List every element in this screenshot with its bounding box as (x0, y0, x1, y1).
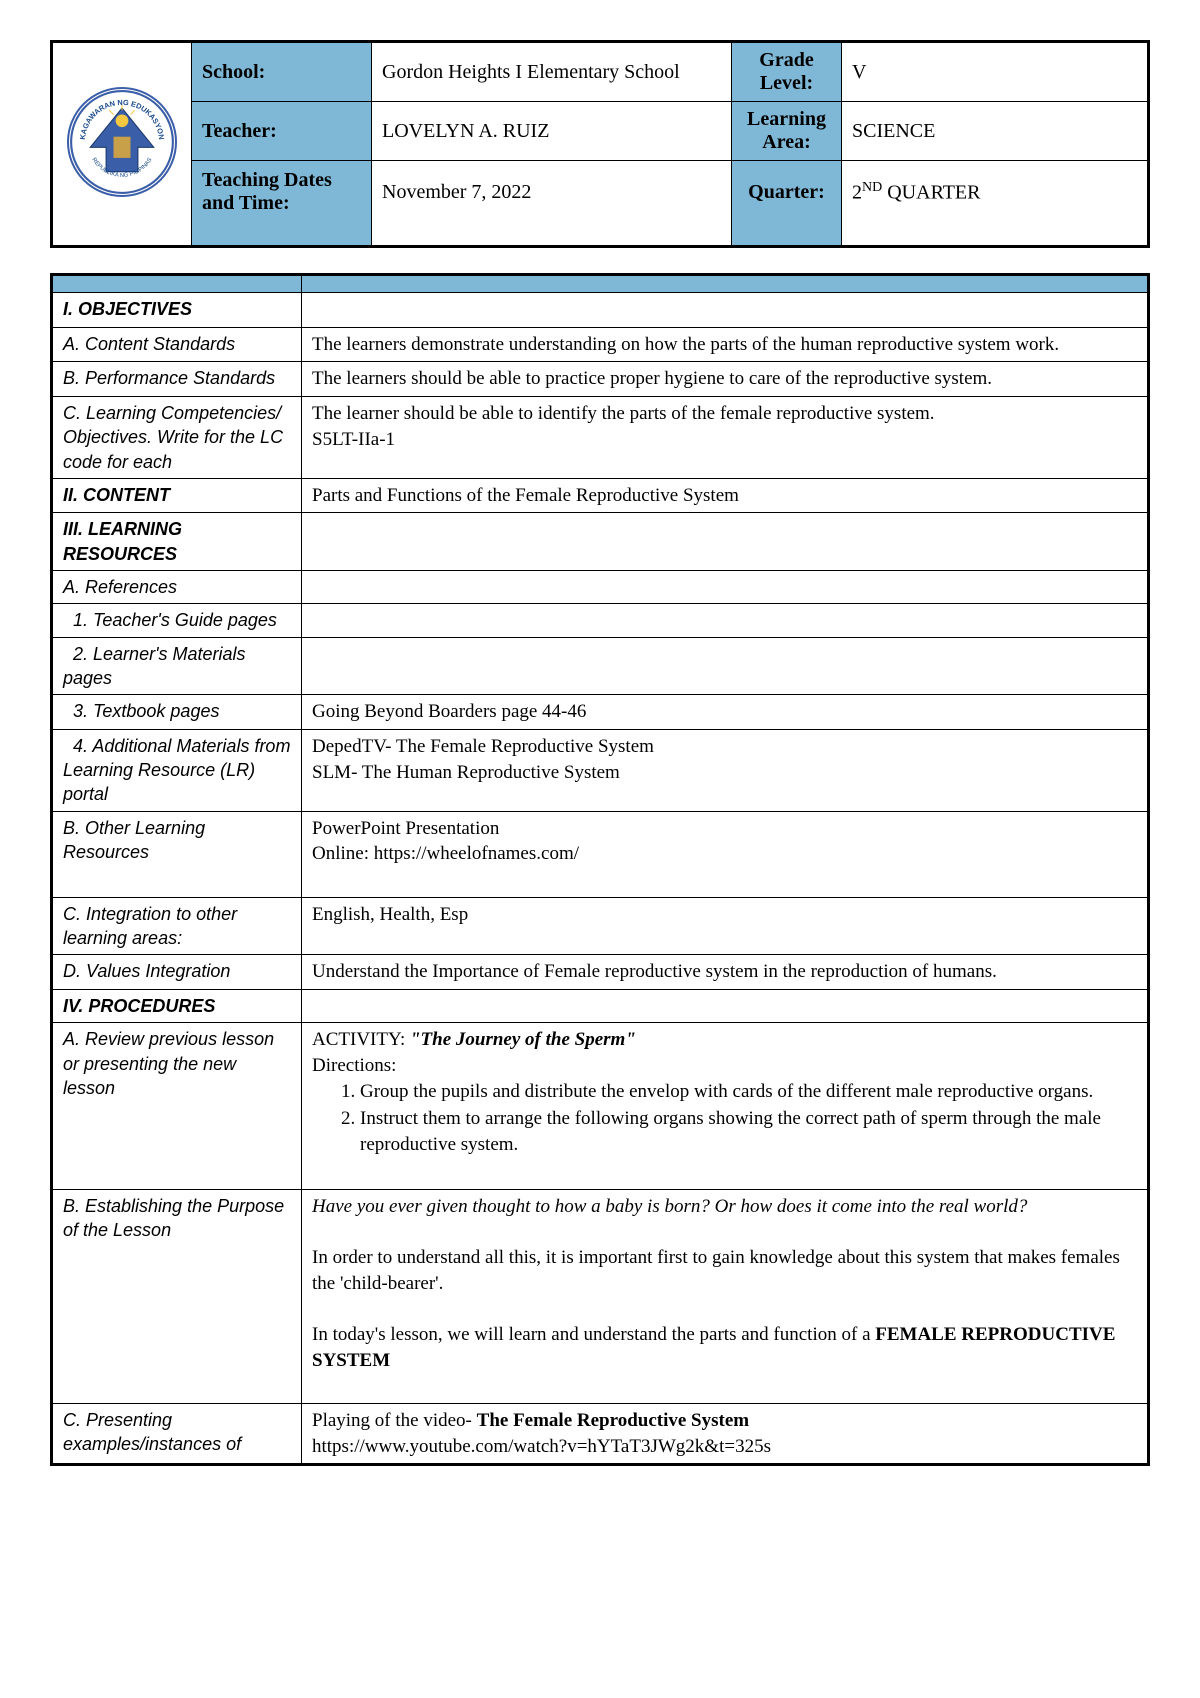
competencies-value: The learner should be able to identify t… (302, 396, 1149, 478)
other-line1: PowerPoint Presentation (312, 816, 1137, 842)
lesson-plan-main-table: I. OBJECTIVES A. Content Standards The l… (50, 273, 1150, 1466)
lesson-plan-header-table: KAGAWARAN NG EDUKASYON REPUBLIKA NG PILI… (50, 40, 1150, 248)
school-label: School: (192, 42, 372, 102)
integration-label: C. Integration to other learning areas: (52, 897, 302, 955)
other-line2: Online: https://wheelofnames.com/ (312, 841, 1137, 867)
present-content: Playing of the video- The Female Reprodu… (302, 1404, 1149, 1465)
review-label: A. Review previous lesson or presenting … (52, 1023, 302, 1190)
school-value: Gordon Heights I Elementary School (372, 42, 732, 102)
blue-header-row (52, 275, 1149, 293)
review-content: ACTIVITY: "The Journey of the Sperm" Dir… (302, 1023, 1149, 1190)
references-label: A. References (52, 571, 302, 604)
tg-label: 1. Teacher's Guide pages (52, 604, 302, 637)
competencies-line1: The learner should be able to identify t… (312, 401, 1137, 427)
other-label: B. Other Learning Resources (52, 811, 302, 897)
integration-value: English, Health, Esp (302, 897, 1149, 955)
review-activity-prefix: ACTIVITY: (312, 1029, 410, 1050)
establish-p1: Have you ever given thought to how a bab… (312, 1194, 1137, 1220)
objectives-heading: I. OBJECTIVES (52, 293, 302, 328)
addl-label: 4. Additional Materials from Learning Re… (52, 729, 302, 811)
perf-standards-label: B. Performance Standards (52, 362, 302, 397)
addl-line2: SLM- The Human Reproductive System (312, 760, 1137, 786)
area-value: SCIENCE (842, 102, 1149, 161)
present-label: C. Presenting examples/instances of (52, 1404, 302, 1465)
quarter-sup: ND (862, 180, 882, 195)
present-line1a: Playing of the video- (312, 1410, 477, 1431)
review-directions: Directions: (312, 1053, 1137, 1079)
review-activity-title: "The Journey of the Sperm" (410, 1029, 636, 1050)
establish-label: B. Establishing the Purpose of the Lesso… (52, 1190, 302, 1404)
procedures-heading: IV. PROCEDURES (52, 989, 302, 1022)
content-standards-label: A. Content Standards (52, 327, 302, 362)
content-heading: II. CONTENT (52, 478, 302, 513)
addl-value: DepedTV- The Female Reproductive System … (302, 729, 1149, 811)
grade-label: Grade Level: (732, 42, 842, 102)
textbook-value: Going Beyond Boarders page 44-46 (302, 695, 1149, 730)
quarter-value: 2ND QUARTER (842, 161, 1149, 247)
quarter-post: QUARTER (882, 181, 980, 203)
deped-logo: KAGAWARAN NG EDUKASYON REPUBLIKA NG PILI… (67, 87, 177, 197)
dates-label: Teaching Dates and Time: (192, 161, 372, 247)
establish-content: Have you ever given thought to how a bab… (302, 1190, 1149, 1404)
competencies-line2: S5LT-IIa-1 (312, 427, 1137, 453)
area-label: Learning Area: (732, 102, 842, 161)
content-value: Parts and Functions of the Female Reprod… (302, 478, 1149, 513)
lm-label: 2. Learner's Materials pages (52, 637, 302, 695)
grade-value: V (842, 42, 1149, 102)
establish-p3a: In today's lesson, we will learn and und… (312, 1324, 875, 1345)
resources-heading: III. LEARNING RESOURCES (52, 513, 302, 571)
other-value: PowerPoint Presentation Online: https://… (302, 811, 1149, 897)
review-item-2: Instruct them to arrange the following o… (360, 1106, 1137, 1157)
review-item-1: Group the pupils and distribute the enve… (360, 1079, 1137, 1105)
present-line1b: The Female Reproductive System (477, 1410, 749, 1431)
logo-cell: KAGAWARAN NG EDUKASYON REPUBLIKA NG PILI… (52, 42, 192, 247)
values-label: D. Values Integration (52, 955, 302, 990)
competencies-label: C. Learning Competencies/ Objectives. Wr… (52, 396, 302, 478)
values-value: Understand the Importance of Female repr… (302, 955, 1149, 990)
establish-p2: In order to understand all this, it is i… (312, 1245, 1137, 1296)
content-standards-value: The learners demonstrate understanding o… (302, 327, 1149, 362)
quarter-pre: 2 (852, 181, 862, 203)
teacher-label: Teacher: (192, 102, 372, 161)
dates-value: November 7, 2022 (372, 161, 732, 247)
present-line2: https://www.youtube.com/watch?v=hYTaT3JW… (312, 1434, 1137, 1460)
textbook-label: 3. Textbook pages (52, 695, 302, 730)
teacher-value: LOVELYN A. RUIZ (372, 102, 732, 161)
quarter-label: Quarter: (732, 161, 842, 247)
perf-standards-value: The learners should be able to practice … (302, 362, 1149, 397)
addl-line1: DepedTV- The Female Reproductive System (312, 734, 1137, 760)
review-directions-list: Group the pupils and distribute the enve… (312, 1079, 1137, 1158)
